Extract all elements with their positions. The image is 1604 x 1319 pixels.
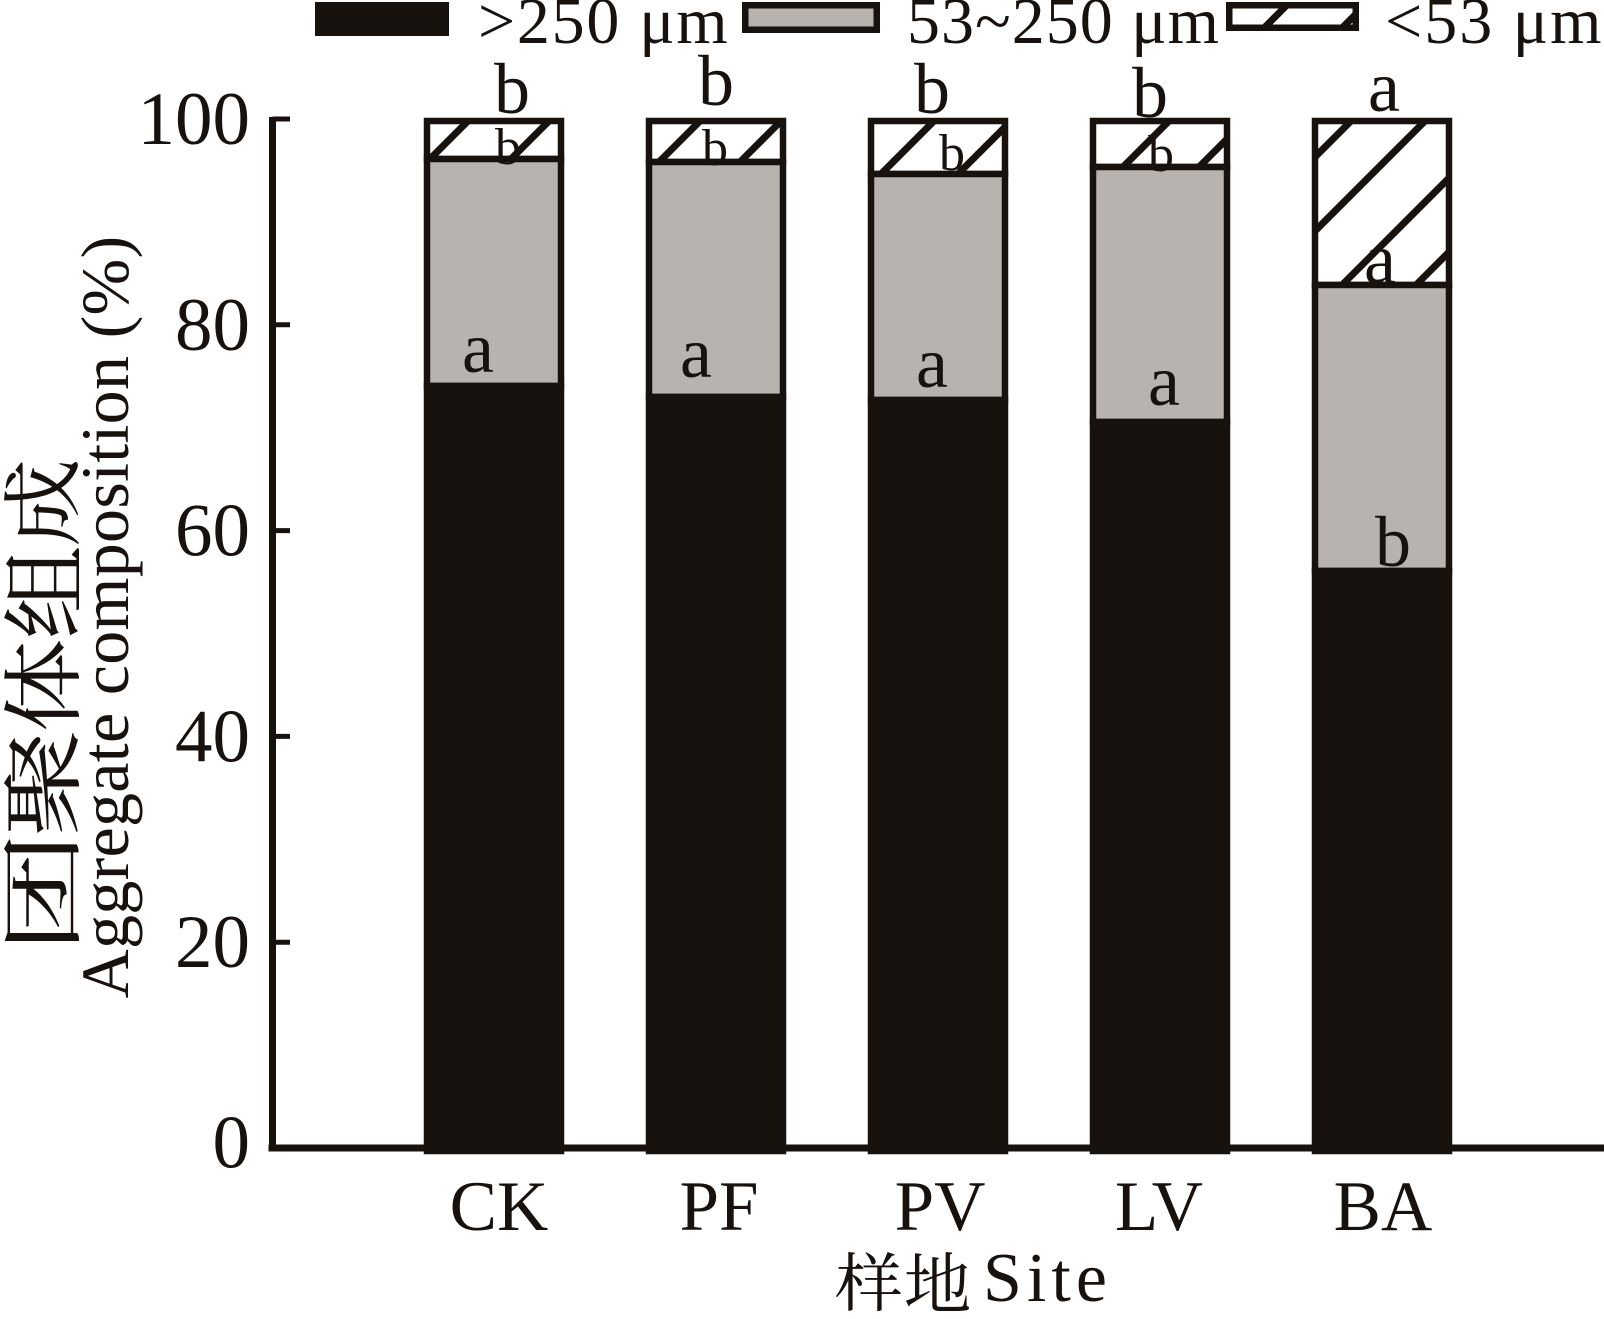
svg-text:0: 0 <box>213 1102 251 1185</box>
svg-text:BA: BA <box>1334 1168 1433 1246</box>
svg-text:b: b <box>494 49 530 129</box>
svg-text:LV: LV <box>1115 1168 1203 1246</box>
svg-text:PF: PF <box>680 1168 759 1246</box>
svg-text:b: b <box>698 41 734 121</box>
svg-text:a: a <box>1148 341 1180 421</box>
svg-text:a: a <box>680 313 712 393</box>
svg-text:a: a <box>1368 47 1400 127</box>
svg-text:80: 80 <box>175 284 250 367</box>
svg-text:40: 40 <box>175 695 250 778</box>
svg-text:Aggregate composition (%): Aggregate composition (%) <box>67 236 143 999</box>
svg-text:b: b <box>495 119 521 176</box>
svg-text:PV: PV <box>895 1168 986 1246</box>
svg-text:b: b <box>1148 126 1174 183</box>
svg-text:100: 100 <box>138 78 251 161</box>
svg-text:CK: CK <box>450 1168 549 1246</box>
svg-text:a: a <box>462 308 494 388</box>
svg-text:20: 20 <box>175 901 250 984</box>
svg-text:b: b <box>702 120 728 177</box>
svg-text:Site: Site <box>983 1240 1112 1314</box>
svg-text:53~250 μm: 53~250 μm <box>907 0 1220 58</box>
svg-text:a: a <box>1364 219 1396 299</box>
svg-text:>250 μm: >250 μm <box>478 0 729 58</box>
svg-text:a: a <box>916 323 948 403</box>
svg-text:b: b <box>939 125 965 182</box>
svg-text:60: 60 <box>175 490 250 573</box>
svg-text:b: b <box>1132 53 1168 133</box>
svg-text:<53 μm: <53 μm <box>1385 0 1603 58</box>
svg-text:b: b <box>1375 502 1411 582</box>
svg-text:b: b <box>914 49 950 129</box>
